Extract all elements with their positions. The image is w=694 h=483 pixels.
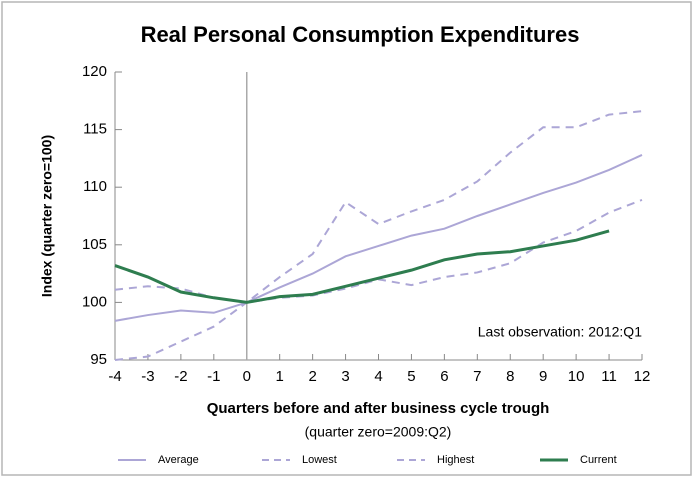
- y-axis-label: Index (quarter zero=100): [39, 135, 55, 297]
- x-tick-label: -3: [141, 368, 154, 385]
- x-tick-label: 3: [341, 368, 349, 385]
- x-tick-label: -4: [108, 368, 121, 385]
- x-tick-label: 9: [539, 368, 547, 385]
- series-line: [114, 229, 610, 304]
- x-tick-label: 4: [374, 368, 382, 385]
- x-tick-label: -1: [207, 368, 220, 385]
- x-tick-label: 0: [243, 368, 251, 385]
- legend-label: Average: [158, 454, 199, 466]
- annotation: Last observation: 2012:Q1: [478, 324, 642, 340]
- x-tick-label: 5: [407, 368, 415, 385]
- legend-label: Lowest: [302, 454, 337, 466]
- x-tick-label: 11: [601, 368, 617, 385]
- y-tick-label: 120: [82, 63, 107, 80]
- y-tick-label: 115: [83, 121, 107, 138]
- y-tick-label: 100: [82, 293, 107, 310]
- x-tick-label: 2: [308, 368, 316, 385]
- y-tick-label: 95: [90, 351, 107, 368]
- legend-label: Current: [580, 454, 617, 466]
- series-line: [114, 154, 643, 322]
- x-tick-label: 1: [276, 368, 284, 385]
- x-tick-label: -2: [174, 368, 187, 385]
- y-tick-label: 110: [83, 178, 107, 195]
- x-tick-label: 6: [440, 368, 448, 385]
- x-axis-subtitle: (quarter zero=2009:Q2): [305, 424, 452, 440]
- x-tick-label: 7: [473, 368, 481, 385]
- x-axis-label: Quarters before and after business cycle…: [207, 400, 550, 417]
- chart-frame: [1, 1, 692, 476]
- x-tick-label: 12: [634, 368, 651, 385]
- x-tick-label: 10: [568, 368, 585, 385]
- y-tick-label: 105: [82, 236, 107, 253]
- x-tick-label: 8: [506, 368, 514, 385]
- chart-title: Real Personal Consumption Expenditures: [141, 22, 580, 47]
- legend-label: Highest: [437, 454, 474, 466]
